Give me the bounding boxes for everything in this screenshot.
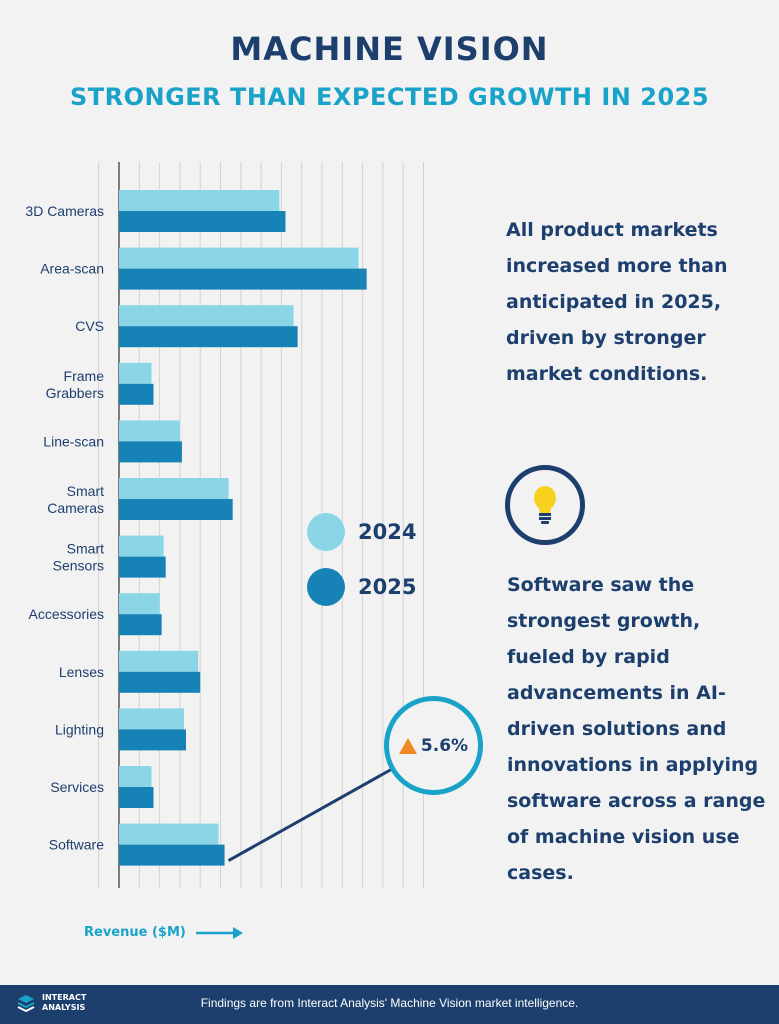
bar-frame-grabbers-2024 [119, 362, 152, 384]
up-triangle-icon [398, 737, 417, 754]
bar-3d-cameras-2024 [119, 190, 280, 211]
category-label-line-scan: Line-scan [43, 433, 104, 449]
bar-cvs-2024 [119, 305, 294, 327]
logo-mark-icon [17, 995, 35, 1013]
bar-lenses-2025 [119, 671, 201, 693]
bar-smart-cameras-2025 [119, 499, 233, 520]
bar-lighting-2025 [119, 729, 186, 751]
bar-lighting-2024 [119, 708, 184, 730]
bar-area-scan-2024 [119, 247, 359, 269]
bar-accessories-2024 [119, 593, 160, 615]
logo-line2: ANALYSIS [42, 1003, 86, 1012]
category-label-lighting: Lighting [55, 721, 104, 737]
legend-swatch-2024 [307, 513, 345, 551]
category-label-smart-sensors: Smart Sensors [53, 541, 104, 574]
category-label-accessories: Accessories [29, 606, 104, 622]
logo-line1: INTERACT [42, 993, 87, 1002]
bar-smart-sensors-2025 [119, 556, 166, 578]
footer-note: Findings are from Interact Analysis' Mac… [200, 996, 579, 1010]
category-label-lenses: Lenses [59, 664, 104, 680]
bar-frame-grabbers-2025 [119, 383, 154, 405]
category-label-frame-grabbers: Frame Grabbers [46, 368, 105, 401]
legend-item-2024: 2024 [307, 513, 416, 551]
category-label-cvs: CVS [75, 318, 104, 334]
bar-smart-sensors-2024 [119, 535, 164, 557]
bar-services-2025 [119, 787, 154, 808]
page-subtitle: STRONGER THAN EXPECTED GROWTH IN 2025 [69, 83, 710, 111]
category-label-3d-cameras: 3D Cameras [25, 203, 104, 219]
bar-services-2024 [119, 766, 152, 787]
bar-line-scan-2024 [119, 420, 180, 442]
legend-item-2025: 2025 [307, 568, 416, 606]
category-label-area-scan: Area-scan [40, 261, 104, 277]
legend-swatch-2025 [307, 568, 345, 606]
arrow-right-icon [195, 926, 243, 939]
bar-3d-cameras-2025 [119, 211, 286, 232]
page-title: MACHINE VISION [230, 30, 549, 68]
bar-line-scan-2025 [119, 441, 182, 463]
callout-connector [227, 767, 393, 862]
x-axis-label: Revenue ($M) [84, 925, 244, 940]
software-paragraph: Software saw the strongest growth, fuele… [507, 574, 766, 884]
summary-paragraph: All product markets increased more than … [506, 219, 728, 385]
bar-software-2024 [119, 823, 219, 845]
bar-smart-cameras-2024 [119, 478, 229, 499]
bar-lenses-2024 [119, 650, 199, 672]
x-axis-label-text: Revenue ($M) [84, 925, 186, 940]
growth-callout-value: 5.6% [420, 735, 469, 756]
bar-accessories-2025 [119, 614, 162, 636]
category-label-smart-cameras: Smart Cameras [47, 483, 104, 516]
footer-bar: INTERACT ANALYSIS Findings are from Inte… [0, 985, 779, 1024]
bar-area-scan-2025 [119, 268, 367, 290]
company-logo: INTERACT ANALYSIS [16, 993, 86, 1013]
category-label-software: Software [49, 837, 104, 853]
growth-callout: 5.6% [384, 696, 483, 795]
lightbulb-icon [505, 465, 585, 545]
legend-label-2025: 2025 [358, 575, 417, 599]
legend-label-2024: 2024 [358, 520, 417, 544]
category-label-services: Services [50, 779, 104, 795]
bar-software-2025 [119, 844, 225, 866]
bar-cvs-2025 [119, 326, 298, 348]
